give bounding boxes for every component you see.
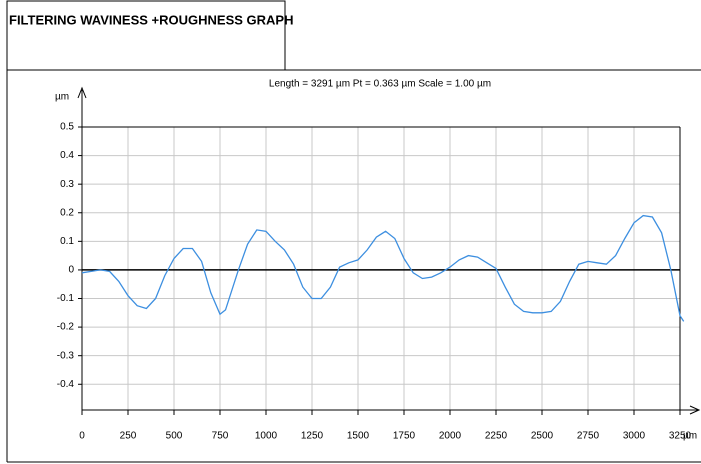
x-tick-label: 2750 [577, 431, 600, 442]
x-tick-label: 3000 [623, 431, 646, 442]
y-arrow [77, 86, 87, 99]
y-tick-label: -0.3 [57, 350, 75, 361]
x-tick-label: 250 [120, 431, 137, 442]
data-line [81, 214, 685, 322]
x-tick-label: 3250 [669, 431, 692, 442]
y-tick-label: 0.4 [60, 150, 74, 161]
y-tick-label: -0.1 [57, 293, 75, 304]
y-tick-label: 0 [68, 265, 74, 276]
x-tick-label: 1250 [301, 431, 324, 442]
x-unit: µm [683, 431, 697, 442]
y-tick-label: -0.4 [57, 379, 75, 390]
x-tick-label: 750 [212, 431, 229, 442]
x-tick-label: 2500 [531, 431, 554, 442]
y-unit: µm [55, 92, 69, 103]
x-tick-label: 2000 [439, 431, 462, 442]
x-arrow [689, 405, 701, 415]
x-tick-label: 500 [166, 431, 183, 442]
y-tick-label: 0.3 [60, 179, 74, 190]
y-tick-label: 0.5 [60, 122, 74, 133]
chart-subtitle: Length = 3291 µm Pt = 0.363 µm Scale = 1… [269, 79, 491, 90]
title-box [6, 0, 286, 71]
x-tick-label: 2250 [485, 431, 508, 442]
x-tick-label: 1500 [347, 431, 370, 442]
x-tick-label: 1000 [255, 431, 278, 442]
y-tick-label: -0.2 [57, 322, 75, 333]
x-tick-label: 1750 [393, 431, 416, 442]
y-tick-label: 0.1 [60, 236, 74, 247]
x-tick-label: 0 [79, 431, 85, 442]
y-tick-label: 0.2 [60, 207, 74, 218]
chart-title: FILTERING WAVINESS +ROUGHNESS GRAPH [9, 12, 293, 27]
